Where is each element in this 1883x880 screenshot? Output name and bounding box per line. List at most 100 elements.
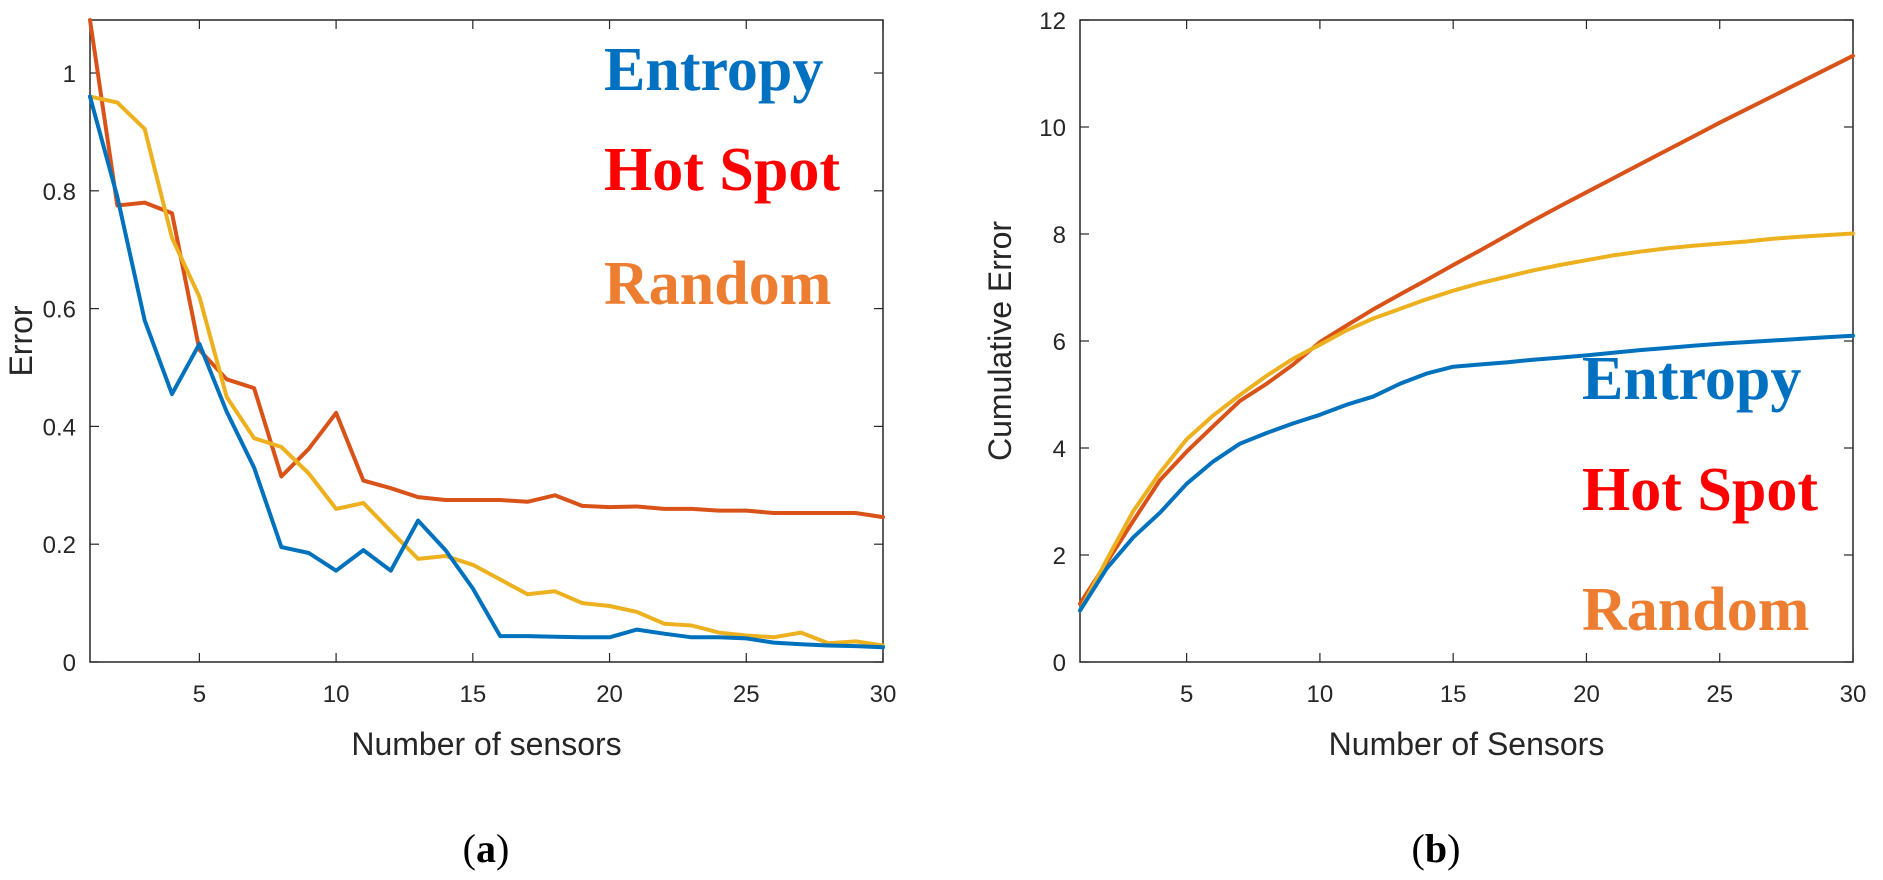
data-point-hot-spot [662, 507, 666, 511]
data-point-hot-spot [1531, 219, 1535, 223]
data-point-random [1638, 250, 1642, 254]
x-tick-label: 5 [193, 681, 206, 708]
y-tick-label: 4 [1053, 436, 1066, 463]
data-point-entropy [1398, 382, 1402, 386]
data-point-entropy [170, 392, 174, 396]
data-point-random [1664, 246, 1668, 250]
legend-label-hot-spot: Hot Spot [604, 136, 840, 204]
panel-b-chart: 5 10 15 20 25 30 0 2 4 6 8 10 12 Number of Sensors Cum… [982, 8, 1866, 871]
legend-label-entropy: Entropy [604, 36, 823, 104]
data-point-random [608, 604, 612, 608]
data-point-hot-spot [772, 511, 776, 515]
data-point-random [1798, 235, 1802, 239]
data-point-entropy [1798, 337, 1802, 341]
x-tick-label: 20 [1573, 681, 1600, 708]
data-point-hot-spot [307, 447, 311, 451]
y-tick-label: 2 [1053, 543, 1066, 570]
data-point-hot-spot [225, 377, 229, 381]
data-point-random [1158, 471, 1162, 475]
x-tick-label: 20 [596, 681, 623, 708]
data-point-random [1265, 374, 1269, 378]
data-point-hot-spot [1851, 54, 1855, 58]
data-point-hot-spot [143, 201, 147, 205]
y-tick-label: 0.4 [43, 414, 76, 441]
data-point-entropy [1425, 372, 1429, 376]
data-point-entropy [553, 635, 557, 639]
data-point-hot-spot [416, 495, 420, 499]
data-point-random [389, 529, 393, 533]
panel-caption-a: (a) [463, 826, 510, 871]
data-point-random [1211, 413, 1215, 417]
data-point-hot-spot [1291, 363, 1295, 367]
y-tick-label: 6 [1053, 329, 1066, 356]
data-point-entropy [1211, 459, 1215, 463]
y-tick-label: 10 [1039, 115, 1066, 142]
data-point-hot-spot [1425, 278, 1429, 282]
data-point-random [662, 622, 666, 626]
data-point-hot-spot [389, 486, 393, 490]
data-point-entropy [1558, 356, 1562, 360]
data-point-hot-spot [826, 511, 830, 515]
y-tick-label: 0.2 [43, 532, 76, 559]
data-point-entropy [1185, 482, 1189, 486]
y-tick-label: 0.8 [43, 179, 76, 206]
data-point-random [143, 127, 147, 131]
data-point-random [416, 557, 420, 561]
data-point-entropy [1744, 340, 1748, 344]
data-point-hot-spot [334, 411, 338, 415]
data-point-entropy [580, 635, 584, 639]
data-point-hot-spot [1744, 107, 1748, 111]
data-point-random [553, 589, 557, 593]
data-point-hot-spot [170, 211, 174, 215]
data-point-hot-spot [1798, 81, 1802, 85]
data-point-random [307, 472, 311, 476]
data-point-random [1105, 558, 1109, 562]
data-point-random [1691, 244, 1695, 248]
data-point-random [361, 501, 365, 505]
data-point-random [1291, 357, 1295, 361]
data-point-entropy [498, 634, 502, 638]
data-point-hot-spot [1478, 249, 1482, 253]
data-point-entropy [88, 95, 92, 99]
series-line-entropy [88, 94, 885, 650]
data-point-hot-spot [1638, 162, 1642, 166]
data-point-entropy [1291, 421, 1295, 425]
data-point-random [1478, 281, 1482, 285]
data-point-hot-spot [1584, 190, 1588, 194]
y-axis-label: Cumulative Error [982, 221, 1018, 461]
data-point-hot-spot [443, 498, 447, 502]
x-tick-label: 15 [459, 681, 486, 708]
data-point-random [170, 236, 174, 240]
data-point-entropy [389, 569, 393, 573]
x-tick-label: 30 [1840, 681, 1867, 708]
data-point-random [115, 100, 119, 104]
data-point-random [225, 395, 229, 399]
data-point-hot-spot [1771, 94, 1775, 98]
data-point-hot-spot [1824, 67, 1828, 71]
panel-caption-b: (b) [1412, 826, 1461, 871]
data-point-entropy [1078, 609, 1082, 613]
x-axis-label: Number of Sensors [1329, 726, 1605, 762]
x-tick-label: 15 [1440, 681, 1467, 708]
data-point-random [1611, 253, 1615, 257]
data-point-hot-spot [88, 18, 92, 22]
data-point-hot-spot [471, 498, 475, 502]
y-tick-label: 8 [1053, 222, 1066, 249]
data-point-entropy [635, 628, 639, 632]
data-point-random [1131, 509, 1135, 513]
y-tick-label: 0.6 [43, 297, 76, 324]
data-point-entropy [443, 548, 447, 552]
data-point-hot-spot [498, 498, 502, 502]
data-point-entropy [1851, 334, 1855, 338]
data-point-hot-spot [1558, 204, 1562, 208]
data-point-random [799, 631, 803, 635]
legend-label-random: Random [604, 250, 831, 318]
data-point-random [1425, 297, 1429, 301]
data-point-entropy [854, 644, 858, 648]
data-point-hot-spot [1211, 424, 1215, 428]
data-point-random [1345, 328, 1349, 332]
data-point-entropy [1771, 338, 1775, 342]
data-point-entropy [662, 632, 666, 636]
data-point-random [1584, 258, 1588, 262]
series-line-entropy [1078, 333, 1855, 613]
